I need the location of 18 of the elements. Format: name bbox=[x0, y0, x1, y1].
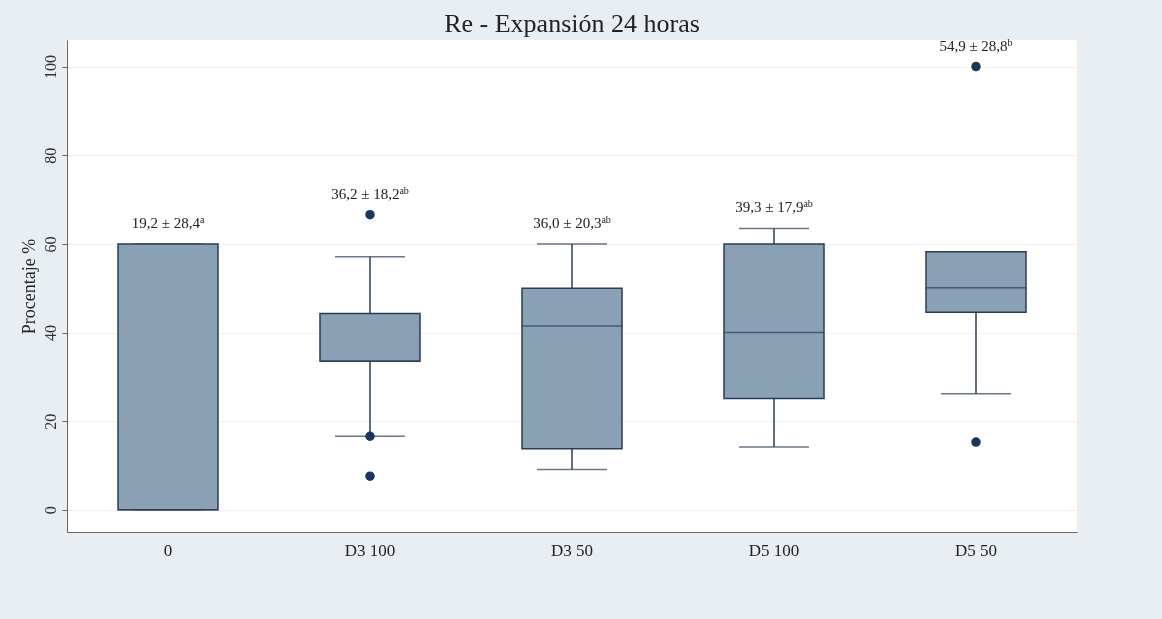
annotation: 19,2 ± 28,4$^{a}$ bbox=[131, 213, 205, 231]
y-tick-label: 40 bbox=[41, 325, 59, 342]
annotation: 36,0 ± 20,3$^{ab}$ bbox=[533, 213, 611, 231]
y-tick-label: 80 bbox=[41, 147, 59, 164]
y-tick-label: 20 bbox=[41, 413, 59, 430]
annotation: 36,2 ± 18,2$^{ab}$ bbox=[331, 184, 409, 202]
x-tick-label: D3 50 bbox=[550, 540, 594, 560]
annotation: 39,3 ± 17,9$^{ab}$ bbox=[735, 197, 813, 216]
annotation: 54,9 ± 28,8$^{b}$ bbox=[939, 36, 1013, 54]
y-tick-label: 100 bbox=[41, 55, 59, 80]
chart-title: Re - Expansión 24 horas bbox=[444, 8, 700, 38]
x-tick-label: D5 100 bbox=[748, 540, 800, 560]
y-tick-label: 0 bbox=[41, 506, 59, 515]
y-tick-label: 60 bbox=[41, 236, 59, 253]
y-axis-title: Procentaje % bbox=[18, 238, 39, 335]
x-tick-label: D3 100 bbox=[344, 540, 396, 560]
x-tick-label: D5 50 bbox=[954, 540, 998, 560]
x-tick-label: 0 bbox=[163, 540, 173, 560]
